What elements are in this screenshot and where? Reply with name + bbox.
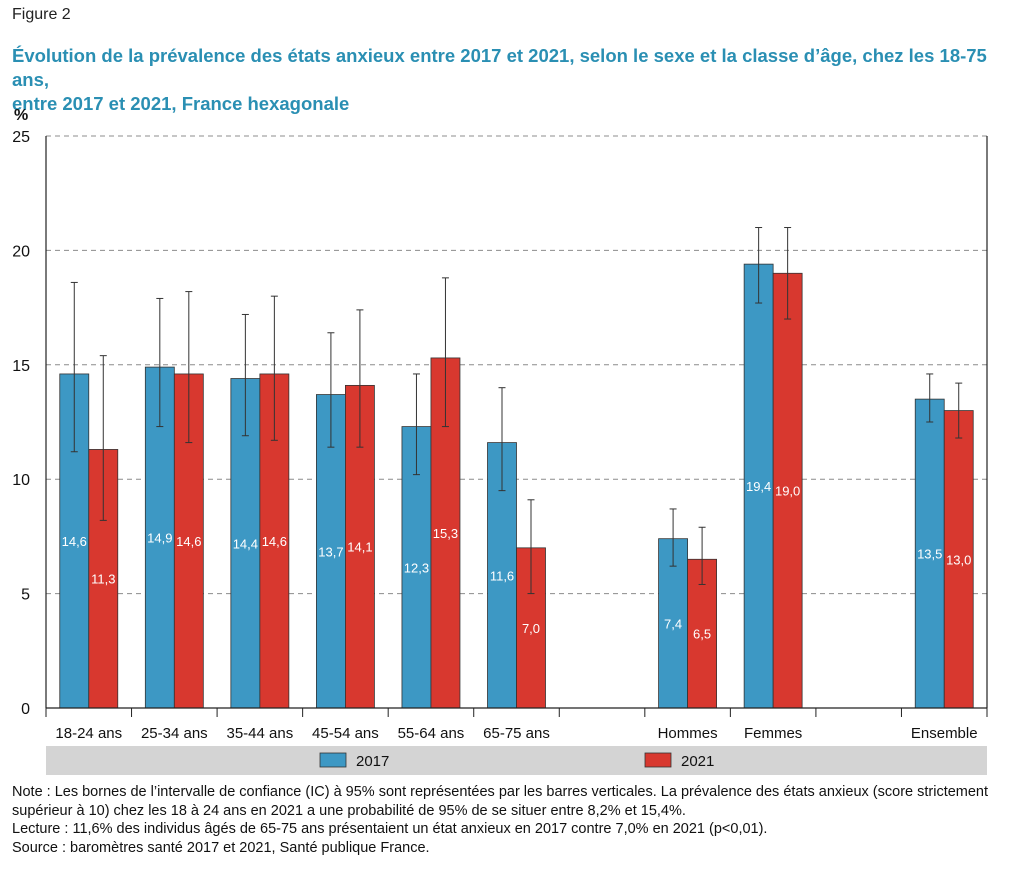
legend-label-2017: 2017 <box>356 753 389 770</box>
data-label: 19,0 <box>775 484 800 499</box>
data-label: 11,6 <box>490 568 514 583</box>
data-label: 11,3 <box>91 572 115 587</box>
x-tick-label: 55-64 ans <box>398 725 465 742</box>
note-line-1: Note : Les bornes de l’intervalle de con… <box>12 784 989 800</box>
x-tick-label: 65-75 ans <box>483 725 550 742</box>
data-label: 13,7 <box>318 544 343 559</box>
legend-label-2021: 2021 <box>681 753 714 770</box>
x-tick-label: 18-24 ans <box>55 725 122 742</box>
x-tick-label: Ensemble <box>911 725 978 742</box>
data-label: 7,4 <box>664 616 682 631</box>
x-tick-label: 25-34 ans <box>141 725 208 742</box>
x-tick-label: 45-54 ans <box>312 725 379 742</box>
figure-label: Figure 2 <box>12 6 71 23</box>
y-tick-label: 5 <box>21 587 30 604</box>
reading-note: Lecture : 11,6% des individus âgés de 65… <box>12 821 768 837</box>
data-label: 13,5 <box>917 547 942 562</box>
legend-swatch-2021 <box>644 752 672 768</box>
bar-2021 <box>772 272 803 709</box>
data-label: 14,6 <box>176 534 201 549</box>
y-tick-label: 10 <box>12 472 30 489</box>
x-tick-label: Femmes <box>744 725 802 742</box>
data-label: 14,6 <box>262 534 287 549</box>
data-label: 12,3 <box>404 560 429 575</box>
x-tick-label: Hommes <box>658 725 718 742</box>
data-label: 6,5 <box>693 627 711 642</box>
chart-title: Évolution de la prévalence des états anx… <box>12 44 1012 116</box>
x-tick-label: 35-44 ans <box>227 725 294 742</box>
bar-2017 <box>743 263 774 709</box>
data-label: 7,0 <box>522 621 540 636</box>
data-label: 15,3 <box>433 526 458 541</box>
chart-title-line-2: entre 2017 et 2021, France hexagonale <box>12 93 350 114</box>
data-label: 19,4 <box>746 479 771 494</box>
data-label: 14,9 <box>147 531 172 546</box>
bar-chart: 0 5 10 15 20 25% 14,6 11,3 14,9 14,6 14,4 14,6 13,7 1… <box>12 107 988 775</box>
legend-swatch-2017 <box>319 752 347 768</box>
note-line-2: supérieur à 10) chez les 18 à 24 ans en … <box>12 802 686 819</box>
data-label: 14,1 <box>347 540 372 555</box>
y-axis-label: % <box>14 107 28 124</box>
y-tick-label: 15 <box>12 358 30 375</box>
source-note: Source : baromètres santé 2017 et 2021, … <box>12 839 430 856</box>
y-tick-label: 20 <box>12 243 30 260</box>
data-label: 14,6 <box>62 534 87 549</box>
data-label: 13,0 <box>946 552 971 567</box>
chart-notes: Note : Les bornes de l’intervalle de con… <box>12 783 1012 857</box>
legend-band <box>46 746 987 775</box>
y-tick-label: 25 <box>12 129 30 146</box>
y-tick-label: 0 <box>21 701 30 718</box>
chart-title-line-1: Évolution de la prévalence des états anx… <box>12 45 987 90</box>
data-label: 14,4 <box>233 536 258 551</box>
